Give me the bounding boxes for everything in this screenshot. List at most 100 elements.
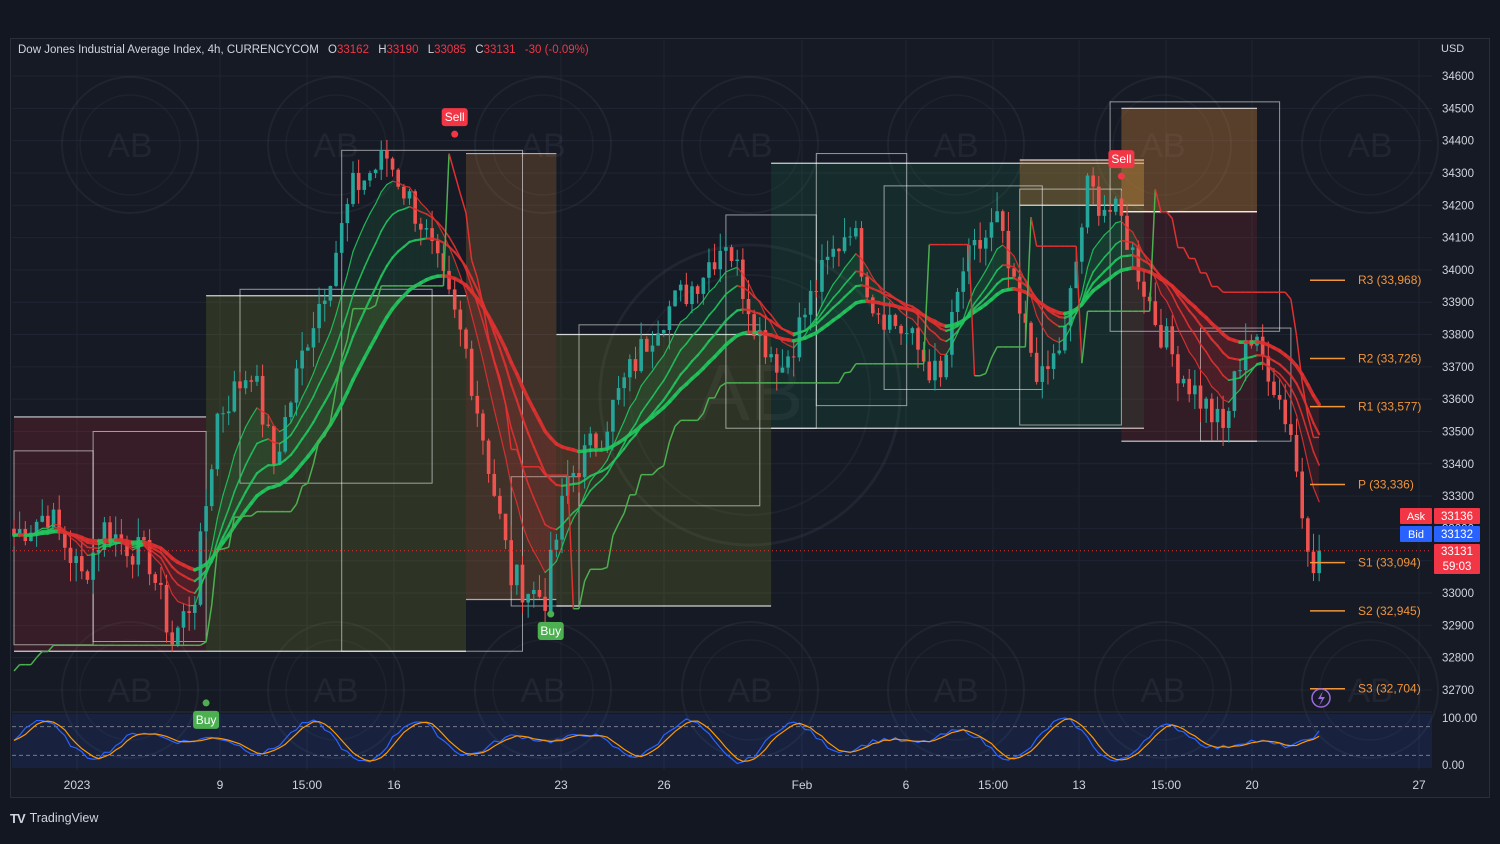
candle-body[interactable] bbox=[17, 528, 22, 536]
candle-body[interactable] bbox=[633, 359, 638, 372]
candle-body[interactable] bbox=[503, 513, 508, 541]
candle-body[interactable] bbox=[876, 313, 881, 315]
candle-body[interactable] bbox=[628, 359, 632, 378]
candle-body[interactable] bbox=[430, 228, 434, 241]
candle-body[interactable] bbox=[1164, 326, 1169, 348]
candle-body[interactable] bbox=[1306, 518, 1310, 552]
candle-body[interactable] bbox=[243, 380, 248, 389]
currency-label[interactable]: USD bbox=[1441, 43, 1465, 55]
candle-body[interactable] bbox=[695, 286, 700, 294]
candle-body[interactable] bbox=[80, 556, 84, 572]
candle-body[interactable] bbox=[882, 314, 886, 330]
lightning-icon[interactable] bbox=[1311, 688, 1331, 708]
candle-body[interactable] bbox=[814, 291, 819, 293]
candle-body[interactable] bbox=[588, 433, 593, 446]
candle-body[interactable] bbox=[373, 169, 378, 174]
candle-body[interactable] bbox=[712, 262, 717, 270]
candle-body[interactable] bbox=[407, 191, 412, 199]
candle-body[interactable] bbox=[1023, 313, 1028, 323]
candle-body[interactable] bbox=[554, 539, 559, 550]
candle-body[interactable] bbox=[1215, 408, 1220, 423]
candle-body[interactable] bbox=[1232, 371, 1237, 411]
candle-body[interactable] bbox=[661, 330, 666, 334]
candle-body[interactable] bbox=[520, 564, 525, 603]
symbol-title[interactable]: Dow Jones Industrial Average Index, 4h, … bbox=[18, 44, 319, 56]
candle-body[interactable] bbox=[899, 325, 903, 334]
candle-body[interactable] bbox=[978, 240, 982, 249]
candle-body[interactable] bbox=[854, 228, 858, 237]
candle-body[interactable] bbox=[837, 248, 841, 252]
candle-body[interactable] bbox=[1097, 186, 1101, 216]
candle-body[interactable] bbox=[142, 537, 146, 540]
candle-body[interactable] bbox=[255, 375, 259, 382]
candle-body[interactable] bbox=[102, 522, 107, 550]
candle-body[interactable] bbox=[639, 338, 643, 372]
candle-body[interactable] bbox=[582, 445, 587, 478]
candle-body[interactable] bbox=[74, 556, 78, 564]
candle-body[interactable] bbox=[300, 350, 304, 369]
candle-body[interactable] bbox=[820, 259, 824, 292]
candle-body[interactable] bbox=[1198, 385, 1203, 409]
candle-body[interactable] bbox=[232, 381, 237, 412]
candle-body[interactable] bbox=[774, 354, 779, 373]
candle-body[interactable] bbox=[164, 584, 169, 633]
candle-body[interactable] bbox=[136, 537, 141, 565]
candle-body[interactable] bbox=[181, 611, 186, 628]
axis-layer[interactable]: 3270032800329003300033100332003330033400… bbox=[64, 71, 1480, 792]
candle-body[interactable] bbox=[249, 380, 254, 382]
candle-body[interactable] bbox=[989, 222, 994, 238]
candle-body[interactable] bbox=[1317, 550, 1321, 574]
candle-body[interactable] bbox=[1074, 261, 1078, 289]
candle-body[interactable] bbox=[1057, 350, 1062, 354]
candle-body[interactable] bbox=[356, 172, 361, 190]
candle-body[interactable] bbox=[927, 361, 932, 381]
candle-body[interactable] bbox=[916, 328, 920, 350]
candle-body[interactable] bbox=[435, 240, 440, 254]
candle-body[interactable] bbox=[1266, 356, 1271, 382]
candle-body[interactable] bbox=[209, 469, 214, 507]
candle-body[interactable] bbox=[469, 348, 474, 396]
candle-body[interactable] bbox=[322, 300, 327, 304]
candle-body[interactable] bbox=[1159, 324, 1163, 348]
candle-body[interactable] bbox=[995, 211, 999, 223]
candle-body[interactable] bbox=[707, 262, 711, 278]
candle-body[interactable] bbox=[548, 549, 553, 611]
candle-body[interactable] bbox=[1000, 211, 1005, 231]
candle-body[interactable] bbox=[1113, 198, 1118, 212]
candle-body[interactable] bbox=[311, 328, 316, 348]
candle-body[interactable] bbox=[780, 367, 785, 373]
candle-body[interactable] bbox=[385, 150, 389, 159]
candle-body[interactable] bbox=[825, 256, 830, 260]
candle-body[interactable] bbox=[85, 571, 90, 580]
candle-body[interactable] bbox=[486, 440, 491, 474]
candle-body[interactable] bbox=[797, 317, 802, 358]
candle-body[interactable] bbox=[1102, 209, 1107, 216]
candle-body[interactable] bbox=[193, 604, 197, 613]
candle-body[interactable] bbox=[622, 377, 626, 389]
candle-body[interactable] bbox=[272, 425, 276, 465]
candle-body[interactable] bbox=[345, 204, 350, 224]
candle-body[interactable] bbox=[791, 356, 796, 358]
candle-body[interactable] bbox=[1012, 268, 1016, 277]
candle-body[interactable] bbox=[289, 402, 293, 418]
candle-body[interactable] bbox=[1238, 370, 1242, 372]
candle-body[interactable] bbox=[1193, 385, 1197, 395]
signal-badge[interactable] bbox=[441, 108, 468, 127]
candle-body[interactable] bbox=[1181, 378, 1186, 384]
candle-body[interactable] bbox=[763, 330, 768, 358]
candle-body[interactable] bbox=[667, 306, 672, 331]
candle-body[interactable] bbox=[933, 360, 937, 381]
candle-body[interactable] bbox=[950, 312, 954, 355]
candle-body[interactable] bbox=[1091, 175, 1095, 187]
candle-body[interactable] bbox=[402, 186, 406, 199]
candle-body[interactable] bbox=[577, 472, 581, 478]
candle-body[interactable] bbox=[803, 314, 807, 318]
candle-body[interactable] bbox=[238, 381, 242, 389]
candle-body[interactable] bbox=[1068, 288, 1073, 326]
signal-badge[interactable] bbox=[537, 622, 564, 641]
candle-body[interactable] bbox=[859, 228, 864, 277]
candle-body[interactable] bbox=[51, 509, 56, 528]
candle-body[interactable] bbox=[1176, 354, 1180, 384]
signal-badge[interactable] bbox=[193, 710, 220, 729]
